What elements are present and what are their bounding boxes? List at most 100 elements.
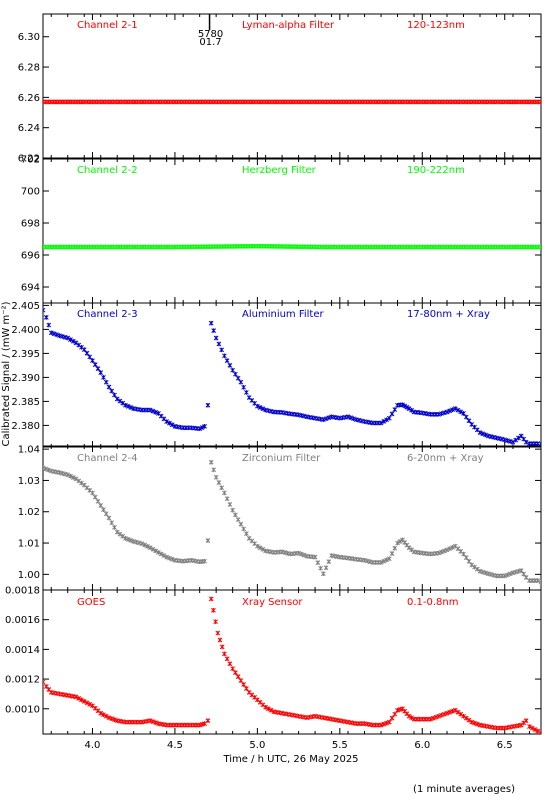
data-point — [523, 718, 529, 723]
data-point — [233, 512, 238, 518]
data-point — [450, 708, 455, 714]
data-point — [112, 525, 117, 530]
y-tick-label: 696 — [21, 251, 40, 262]
data-point — [153, 409, 159, 415]
data-point — [57, 333, 62, 338]
data-point — [90, 490, 95, 496]
y-tick-label: 2.380 — [11, 421, 40, 432]
data-series — [43, 243, 541, 250]
data-point — [241, 682, 246, 687]
data-point — [244, 390, 249, 395]
data-point — [439, 712, 444, 718]
x-tick-label: 6.5 — [497, 740, 513, 751]
data-point — [167, 555, 172, 561]
y-tick-label: 702 — [21, 155, 40, 166]
data-point — [386, 415, 392, 421]
y-tick-label: 2.395 — [11, 349, 40, 360]
data-point — [433, 714, 439, 720]
data-point — [483, 570, 488, 576]
data-point — [527, 724, 532, 729]
data-point — [106, 384, 112, 390]
data-point — [54, 332, 60, 338]
data-point — [529, 725, 535, 731]
data-point — [103, 379, 109, 385]
data-point — [538, 244, 541, 250]
x-tick-label: 5.0 — [249, 740, 265, 751]
data-point — [378, 420, 384, 426]
filter-label: Zirconium Filter — [242, 453, 321, 464]
data-point — [128, 405, 134, 410]
channel-label: Channel 2-4 — [77, 453, 138, 464]
data-point — [301, 552, 307, 558]
data-point — [348, 415, 354, 421]
y-tick-label: 2.400 — [11, 325, 40, 336]
y-tick-label: 0.0018 — [5, 586, 40, 597]
data-point — [444, 710, 450, 716]
data-point — [472, 720, 477, 726]
band-label: 120-123nm — [407, 20, 465, 31]
data-point — [213, 474, 219, 480]
data-point — [472, 564, 477, 570]
data-point — [76, 478, 82, 484]
data-point — [98, 370, 104, 375]
data-point — [199, 425, 205, 430]
data-point — [48, 330, 54, 336]
data-point — [318, 565, 323, 571]
data-point — [150, 719, 156, 724]
data-point — [480, 431, 486, 437]
data-point — [114, 396, 120, 402]
y-tick-label: 2.405 — [11, 301, 40, 312]
panel-frame — [42, 445, 542, 591]
data-point — [233, 371, 238, 377]
data-point — [241, 526, 246, 532]
data-point — [521, 571, 527, 577]
data-series — [43, 596, 541, 734]
data-point — [235, 517, 241, 522]
data-point — [312, 554, 318, 560]
data-point — [68, 473, 73, 479]
data-point — [455, 407, 461, 413]
data-point — [458, 711, 464, 717]
data-point — [389, 551, 395, 556]
data-point — [95, 498, 101, 504]
data-point — [397, 539, 403, 544]
data-point — [101, 375, 106, 380]
panel-3: 2.380 2.385 2.390 2.395 2.400 2.405 Channel 2-… — [11, 301, 542, 448]
data-point — [142, 542, 148, 548]
data-point — [296, 550, 301, 556]
marker-label: 5780 — [198, 29, 223, 40]
panel-4: 1.00 1.01 1.02 1.03 1.04 Channel 2-4 Zirconium… — [18, 445, 542, 591]
data-point — [444, 547, 450, 553]
panel-2: 694 696 698 700 702 Channel 2-2 Herzberg Filte… — [21, 155, 542, 304]
data-point — [213, 335, 219, 341]
data-point — [477, 568, 483, 574]
data-point — [384, 417, 389, 423]
data-point — [211, 607, 216, 613]
channel-label: Channel 2-2 — [77, 165, 138, 176]
data-point — [208, 596, 214, 602]
data-point — [483, 432, 488, 438]
data-point — [87, 701, 93, 707]
data-point — [103, 713, 109, 719]
data-point — [205, 538, 211, 543]
data-point — [381, 419, 387, 424]
data-point — [139, 541, 145, 547]
data-point — [101, 507, 106, 513]
panel-frame — [42, 158, 542, 304]
data-point — [153, 548, 159, 554]
data-point — [268, 707, 274, 713]
data-point — [323, 416, 329, 422]
x-tick-label: 6.0 — [414, 740, 430, 751]
marker-label: 01.7 — [199, 37, 221, 48]
data-point — [109, 716, 115, 722]
data-point — [79, 697, 84, 703]
panel-frame — [42, 589, 542, 735]
data-point — [161, 553, 167, 558]
data-point — [404, 404, 410, 410]
data-point — [117, 531, 123, 537]
filter-label: Xray Sensor — [242, 597, 303, 608]
data-point — [538, 99, 541, 105]
data-point — [255, 543, 260, 549]
data-point — [222, 490, 227, 496]
data-point — [447, 546, 453, 552]
